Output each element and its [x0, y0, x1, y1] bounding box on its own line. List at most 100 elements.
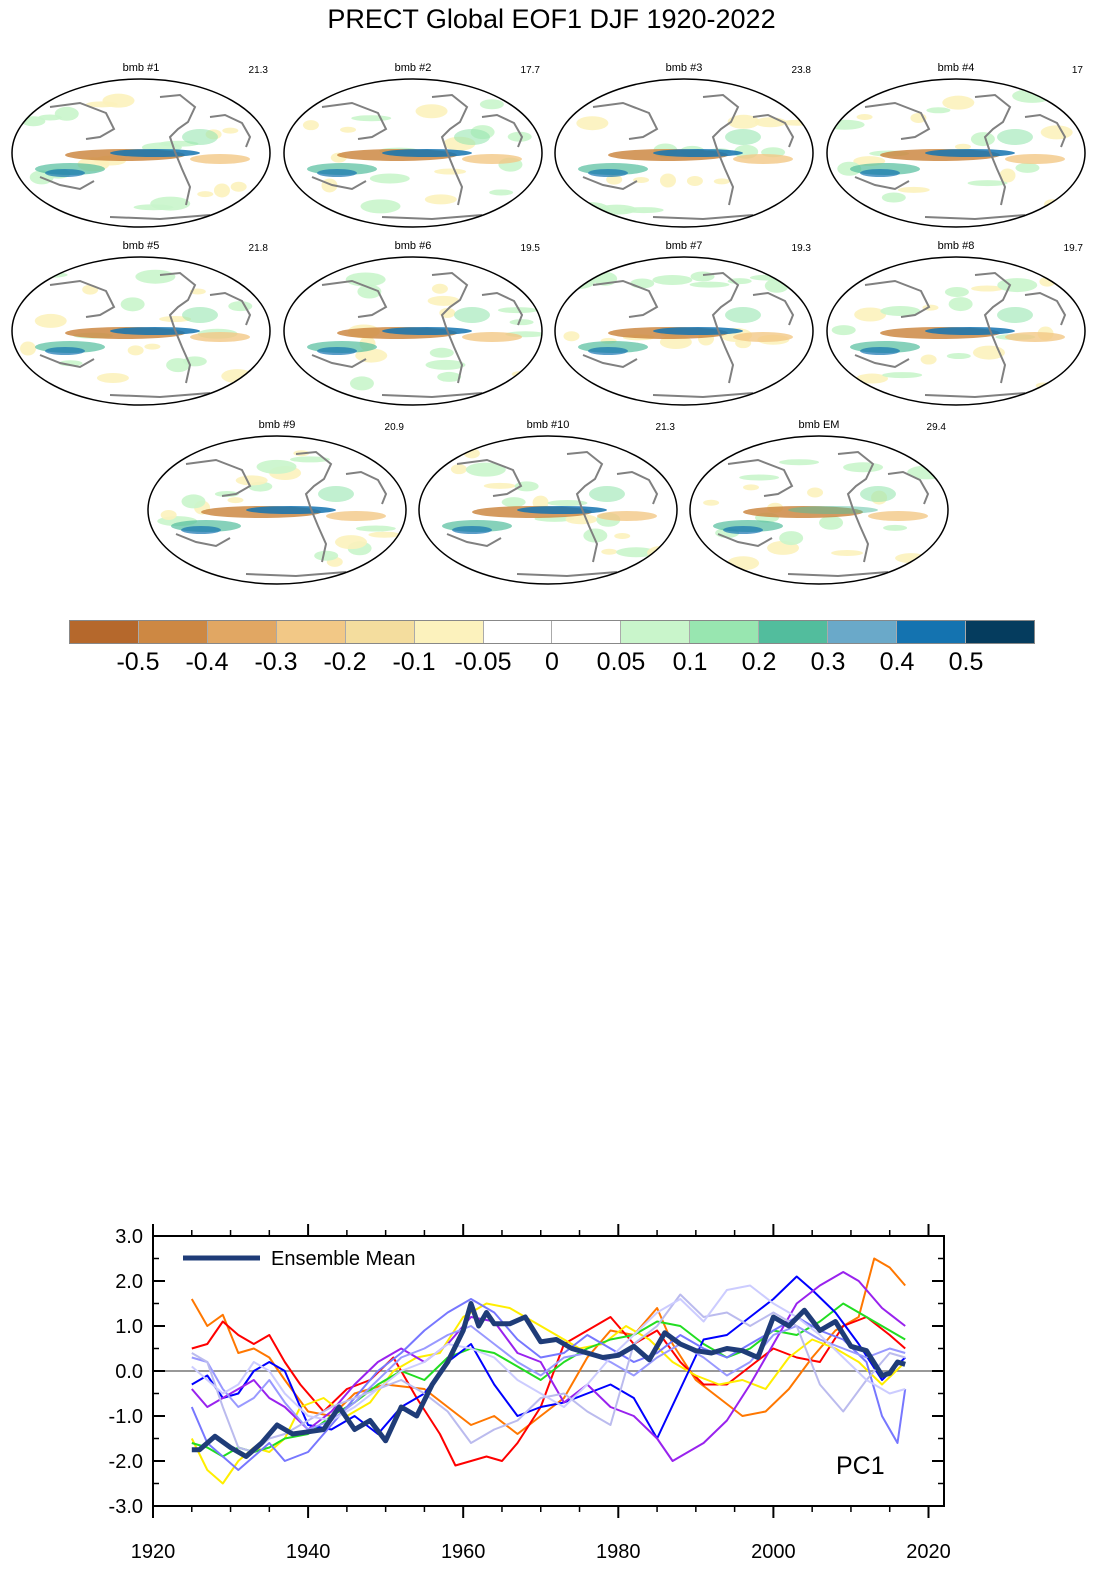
map-panel: bmb #8 19.7	[825, 240, 1087, 406]
panel-variance-value: 17.7	[520, 65, 540, 76]
map-panel: bmb #7 19.3	[553, 240, 815, 406]
colorbar-cell	[690, 621, 760, 643]
panel-variance-value: 21.3	[655, 422, 675, 433]
x-tick-label: 2020	[906, 1541, 951, 1563]
member-series-line	[191, 1316, 906, 1467]
panel-title: bmb EM	[798, 419, 840, 431]
map-panel: bmb #6 19.5	[282, 240, 544, 406]
panel-title: bmb #4	[937, 62, 975, 74]
colorbar-cell	[965, 621, 1034, 643]
member-series-line	[191, 1284, 906, 1422]
member-series-line	[191, 1275, 906, 1440]
colorbar-cell	[483, 621, 553, 643]
colorbar-tick-label: -0.1	[392, 648, 436, 676]
map-projection	[826, 78, 1086, 228]
axes: 3.0 2.0 1.0 0.0 -1.0 -2.0 -3.0 1920 1940 1960 1980…	[109, 1224, 951, 1563]
colorbar-tick-label: 0.4	[879, 648, 915, 676]
pc1-annotation: PC1	[836, 1452, 885, 1480]
map-projection	[554, 256, 814, 406]
panel-variance-value: 20.9	[384, 422, 404, 433]
map-panel: bmb #4 17	[825, 62, 1087, 228]
legend-label-ensemble-mean: Ensemble Mean	[271, 1248, 416, 1270]
y-tick-label: -1.0	[109, 1406, 143, 1428]
panel-title: bmb #2	[394, 62, 432, 74]
colorbar-cell	[276, 621, 346, 643]
colorbar	[69, 620, 1035, 644]
panel-variance-value: 29.4	[926, 422, 946, 433]
panel-variance-value: 23.8	[791, 65, 811, 76]
colorbar-tick-label: 0.05	[596, 648, 646, 676]
y-tick-label: -2.0	[109, 1451, 143, 1473]
panel-variance-value: 19.3	[791, 243, 811, 254]
page-title: PRECT Global EOF1 DJF 1920-2022	[327, 4, 776, 34]
x-tick-label: 1960	[441, 1541, 486, 1563]
legend: Ensemble Mean	[183, 1248, 416, 1270]
colorbar-cell	[70, 621, 139, 643]
map-projection	[418, 435, 678, 585]
x-tick-label: 1940	[286, 1541, 331, 1563]
panel-title: bmb #7	[665, 240, 703, 252]
panel-title: bmb #8	[937, 240, 975, 252]
y-tick-label: 0.0	[115, 1361, 143, 1383]
map-panel: bmb #2 17.7	[282, 62, 544, 228]
colorbar-tick-label: -0.4	[185, 648, 229, 676]
colorbar-tick-label: 0.3	[810, 648, 846, 676]
panel-variance-value: 21.8	[248, 243, 268, 254]
colorbar-tick-label: -0.05	[454, 648, 512, 676]
panel-title: bmb #6	[394, 240, 432, 252]
map-panel: bmb #10 21.3	[417, 419, 679, 585]
y-tick-label: 2.0	[115, 1271, 143, 1293]
colorbar-tick-label: 0.5	[948, 648, 984, 676]
map-projection	[283, 78, 543, 228]
panel-title: bmb #1	[122, 62, 160, 74]
colorbar-cell	[138, 621, 208, 643]
y-tick-label: 1.0	[115, 1316, 143, 1338]
map-panel: bmb EM 29.4	[688, 419, 950, 585]
y-tick-label: -3.0	[109, 1496, 143, 1518]
colorbar-tick-label: -0.5	[116, 648, 160, 676]
colorbar-cell	[552, 621, 622, 643]
x-tick-label: 1980	[596, 1541, 641, 1563]
map-projection	[689, 435, 949, 585]
x-tick-label: 1920	[131, 1541, 176, 1563]
colorbar-cell	[897, 621, 966, 643]
map-projection	[554, 78, 814, 228]
panel-variance-value: 19.7	[1063, 243, 1083, 254]
colorbar-tick-label: 0	[545, 648, 559, 676]
colorbar-tick-label: -0.2	[323, 648, 367, 676]
panel-title: bmb #10	[526, 419, 570, 431]
map-projection	[11, 256, 271, 406]
panel-variance-value: 19.5	[520, 243, 540, 254]
series-lines	[190, 1257, 907, 1485]
colorbar-tick-label: 0.2	[741, 648, 777, 676]
colorbar-tick-label: -0.3	[254, 648, 298, 676]
member-series-line	[191, 1302, 906, 1458]
panel-title: bmb #3	[665, 62, 703, 74]
colorbar-cell	[759, 621, 829, 643]
map-panel: bmb #1 21.3	[10, 62, 272, 228]
map-panel: bmb #3 23.8	[553, 62, 815, 228]
member-series-line	[191, 1271, 906, 1462]
map-projection	[147, 435, 407, 585]
panel-variance-value: 21.3	[248, 65, 268, 76]
colorbar-cell	[621, 621, 691, 643]
pc1-timeseries-chart: 3.0 2.0 1.0 0.0 -1.0 -2.0 -3.0 1920 1940 1960 1980…	[109, 1224, 951, 1563]
colorbar-cell	[414, 621, 484, 643]
map-panel: bmb #9 20.9	[146, 419, 408, 585]
panel-title: bmb #9	[258, 419, 296, 431]
member-series-line	[191, 1293, 906, 1453]
colorbar-cell	[207, 621, 277, 643]
map-projection	[826, 256, 1086, 406]
x-tick-label: 2000	[751, 1541, 796, 1563]
map-projection	[11, 78, 271, 228]
member-series-line	[190, 1257, 906, 1435]
member-series-line	[191, 1325, 906, 1431]
y-tick-label: 3.0	[115, 1226, 143, 1248]
panel-variance-value: 17	[1071, 65, 1083, 76]
map-projection	[283, 256, 543, 406]
member-series-line	[190, 1298, 907, 1471]
map-panel: bmb #5 21.8	[10, 240, 272, 406]
member-series-line	[190, 1302, 906, 1485]
colorbar-tick-label: 0.1	[672, 648, 708, 676]
panel-title: bmb #5	[122, 240, 160, 252]
